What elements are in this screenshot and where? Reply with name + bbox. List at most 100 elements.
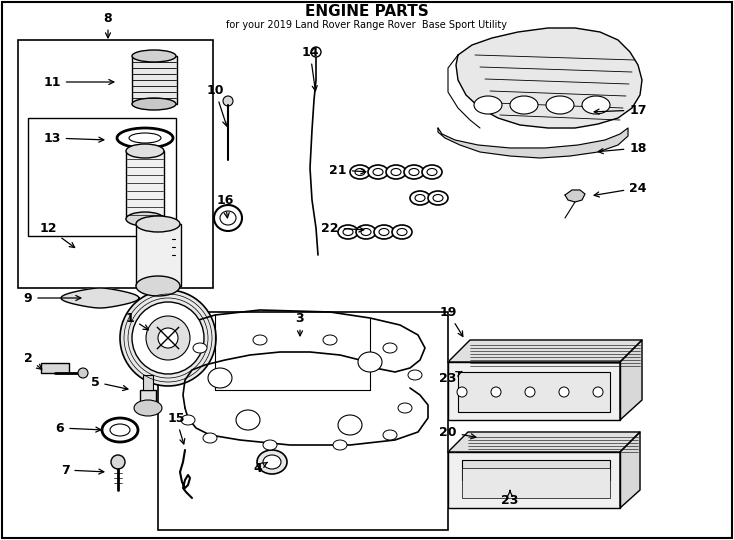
Ellipse shape bbox=[404, 165, 424, 179]
Bar bbox=[458, 372, 610, 412]
Ellipse shape bbox=[474, 96, 502, 114]
Bar bbox=[139, 218, 151, 230]
Ellipse shape bbox=[323, 335, 337, 345]
Text: 19: 19 bbox=[440, 306, 463, 336]
Ellipse shape bbox=[102, 418, 138, 442]
Bar bbox=[18, 40, 213, 288]
Ellipse shape bbox=[111, 455, 125, 469]
Text: 14: 14 bbox=[301, 45, 319, 91]
Ellipse shape bbox=[386, 165, 406, 179]
Text: 20: 20 bbox=[439, 426, 476, 439]
Ellipse shape bbox=[546, 96, 574, 114]
Bar bbox=[136, 224, 181, 286]
Ellipse shape bbox=[410, 191, 430, 205]
Polygon shape bbox=[61, 288, 139, 308]
Ellipse shape bbox=[132, 50, 176, 62]
Ellipse shape bbox=[358, 352, 382, 372]
Text: 3: 3 bbox=[296, 312, 305, 336]
Ellipse shape bbox=[333, 440, 347, 450]
Polygon shape bbox=[448, 340, 642, 362]
Ellipse shape bbox=[311, 47, 321, 57]
Text: 13: 13 bbox=[43, 132, 103, 145]
Ellipse shape bbox=[126, 212, 164, 226]
Ellipse shape bbox=[391, 168, 401, 176]
Ellipse shape bbox=[525, 387, 535, 397]
Ellipse shape bbox=[383, 430, 397, 440]
Ellipse shape bbox=[253, 335, 267, 345]
Ellipse shape bbox=[433, 194, 443, 201]
Ellipse shape bbox=[110, 424, 130, 436]
Ellipse shape bbox=[203, 433, 217, 443]
Ellipse shape bbox=[510, 96, 538, 114]
Ellipse shape bbox=[361, 228, 371, 235]
Polygon shape bbox=[448, 362, 620, 420]
Ellipse shape bbox=[593, 387, 603, 397]
Ellipse shape bbox=[223, 96, 233, 106]
Text: 15: 15 bbox=[167, 411, 185, 444]
Polygon shape bbox=[448, 432, 640, 452]
Text: 24: 24 bbox=[594, 181, 647, 197]
Ellipse shape bbox=[181, 415, 195, 425]
Ellipse shape bbox=[392, 225, 412, 239]
Ellipse shape bbox=[559, 387, 569, 397]
Bar bbox=[126, 151, 164, 219]
Ellipse shape bbox=[214, 205, 242, 231]
Ellipse shape bbox=[120, 290, 216, 386]
Ellipse shape bbox=[415, 194, 425, 201]
Ellipse shape bbox=[132, 98, 176, 110]
Text: 8: 8 bbox=[103, 11, 112, 38]
Ellipse shape bbox=[136, 216, 180, 232]
Text: 12: 12 bbox=[39, 221, 75, 247]
Text: 9: 9 bbox=[23, 292, 81, 305]
Ellipse shape bbox=[350, 165, 370, 179]
Ellipse shape bbox=[343, 228, 353, 235]
Text: 4: 4 bbox=[254, 462, 268, 475]
Bar bbox=[143, 375, 153, 390]
Ellipse shape bbox=[383, 343, 397, 353]
Ellipse shape bbox=[126, 144, 164, 158]
Ellipse shape bbox=[368, 165, 388, 179]
Ellipse shape bbox=[374, 225, 394, 239]
Ellipse shape bbox=[132, 302, 204, 374]
Ellipse shape bbox=[78, 368, 88, 378]
Ellipse shape bbox=[427, 168, 437, 176]
Polygon shape bbox=[565, 190, 585, 202]
Ellipse shape bbox=[134, 400, 162, 416]
Polygon shape bbox=[620, 340, 642, 420]
Bar bbox=[462, 460, 610, 480]
Ellipse shape bbox=[397, 228, 407, 235]
Text: 5: 5 bbox=[90, 375, 128, 390]
Polygon shape bbox=[620, 432, 640, 508]
Ellipse shape bbox=[257, 450, 287, 474]
Bar bbox=[132, 56, 177, 104]
Ellipse shape bbox=[491, 387, 501, 397]
Ellipse shape bbox=[208, 368, 232, 388]
Ellipse shape bbox=[146, 316, 190, 360]
Text: 2: 2 bbox=[23, 352, 42, 369]
Text: 11: 11 bbox=[43, 76, 114, 89]
Ellipse shape bbox=[398, 403, 412, 413]
Polygon shape bbox=[456, 28, 642, 128]
Bar bbox=[462, 468, 610, 498]
Ellipse shape bbox=[428, 191, 448, 205]
Ellipse shape bbox=[422, 165, 442, 179]
Text: 10: 10 bbox=[206, 84, 228, 126]
Ellipse shape bbox=[263, 440, 277, 450]
Text: 1: 1 bbox=[126, 312, 148, 330]
Ellipse shape bbox=[457, 387, 467, 397]
Ellipse shape bbox=[220, 211, 236, 225]
Text: ENGINE PARTS: ENGINE PARTS bbox=[305, 4, 429, 19]
Text: 16: 16 bbox=[217, 193, 233, 218]
Ellipse shape bbox=[136, 276, 180, 296]
Text: 23: 23 bbox=[501, 491, 519, 507]
Ellipse shape bbox=[355, 168, 365, 176]
Ellipse shape bbox=[338, 415, 362, 435]
Text: 18: 18 bbox=[598, 141, 647, 154]
Polygon shape bbox=[438, 128, 628, 158]
Ellipse shape bbox=[193, 343, 207, 353]
Text: 7: 7 bbox=[61, 463, 103, 476]
Ellipse shape bbox=[379, 228, 389, 235]
Ellipse shape bbox=[356, 225, 376, 239]
Ellipse shape bbox=[408, 370, 422, 380]
Text: 22: 22 bbox=[321, 221, 364, 234]
